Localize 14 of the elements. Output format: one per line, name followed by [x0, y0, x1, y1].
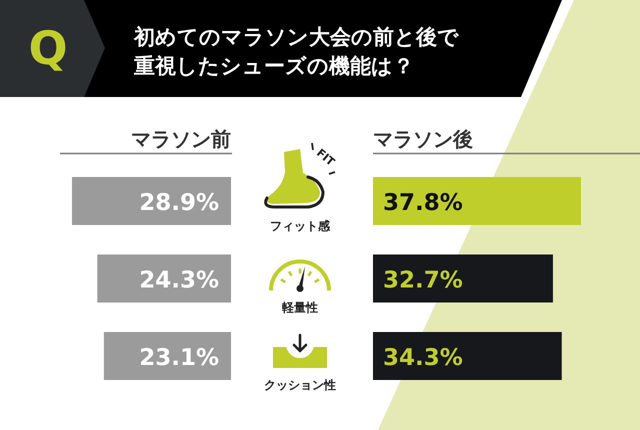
- value-label: 23.1%: [139, 345, 219, 371]
- annotation: FIT: [314, 146, 338, 169]
- series-name: マラソン後: [373, 127, 473, 151]
- title: 初めてのマラソン大会の前と後で重視したシューズの機能は？: [134, 25, 459, 78]
- category-label: クッション性: [264, 378, 336, 392]
- category-label: 軽量性: [282, 300, 318, 314]
- value-label: 37.8%: [383, 190, 463, 216]
- value-label: 34.3%: [383, 345, 463, 371]
- value-label: 32.7%: [383, 268, 463, 294]
- value-label: 24.3%: [139, 268, 219, 294]
- annotation: Q: [28, 21, 68, 75]
- series-name: マラソン前: [131, 127, 231, 151]
- category-label: フィット感: [270, 219, 330, 233]
- value-label: 28.9%: [139, 190, 219, 216]
